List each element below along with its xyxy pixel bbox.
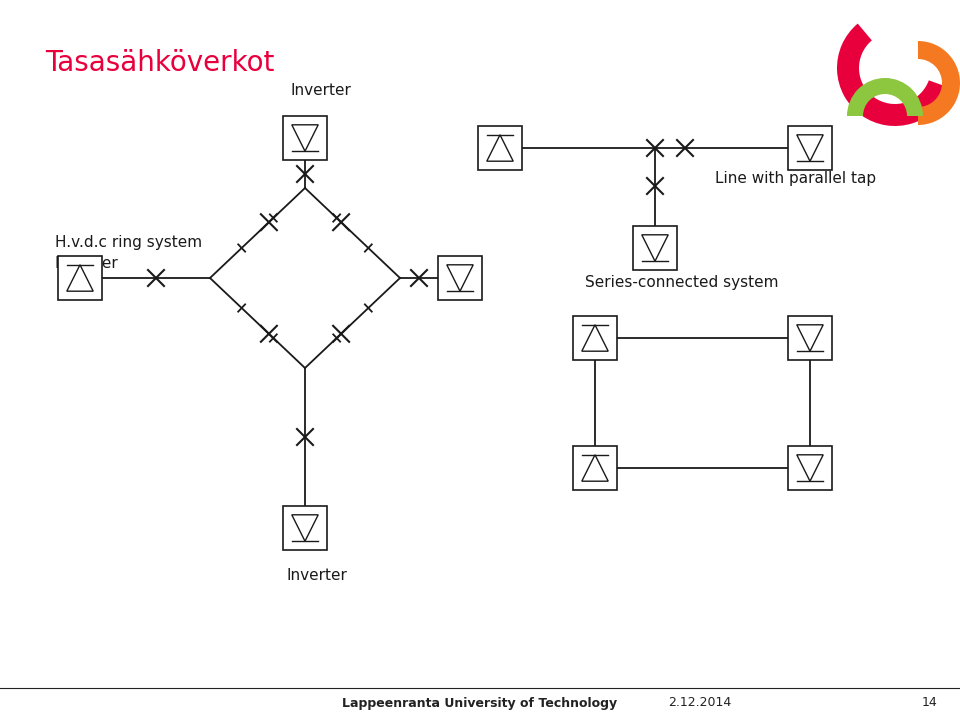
Wedge shape: [837, 24, 949, 126]
Wedge shape: [847, 78, 923, 116]
FancyBboxPatch shape: [283, 506, 327, 550]
Text: Inverter: Inverter: [287, 568, 348, 583]
FancyBboxPatch shape: [478, 126, 522, 170]
Text: H.v.d.c ring system: H.v.d.c ring system: [55, 236, 203, 251]
FancyBboxPatch shape: [573, 446, 617, 490]
Text: 2.12.2014: 2.12.2014: [668, 696, 732, 709]
FancyBboxPatch shape: [788, 126, 832, 170]
FancyBboxPatch shape: [633, 226, 677, 270]
Wedge shape: [918, 41, 960, 125]
Text: Series-connected system: Series-connected system: [585, 276, 779, 291]
FancyBboxPatch shape: [58, 256, 102, 300]
FancyBboxPatch shape: [438, 256, 482, 300]
Text: Inverter: Inverter: [290, 83, 350, 98]
Text: Rectifier: Rectifier: [55, 256, 119, 271]
FancyBboxPatch shape: [788, 316, 832, 360]
Text: Lappeenranta University of Technology: Lappeenranta University of Technology: [343, 696, 617, 709]
FancyBboxPatch shape: [788, 446, 832, 490]
Text: 14: 14: [923, 696, 938, 709]
FancyBboxPatch shape: [283, 116, 327, 160]
Text: Tasasähköverkot: Tasasähköverkot: [45, 49, 275, 77]
FancyBboxPatch shape: [573, 316, 617, 360]
Text: Line with parallel tap: Line with parallel tap: [715, 170, 876, 185]
